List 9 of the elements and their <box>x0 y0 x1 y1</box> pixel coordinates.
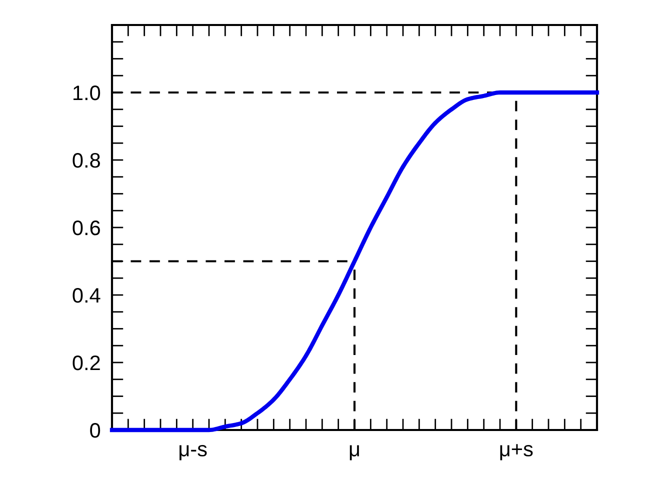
y-tick-label: 0 <box>90 423 100 438</box>
x-tick-label: μ <box>350 445 359 460</box>
x-tick-label: μ-s <box>180 445 207 460</box>
y-tick-label: 0.8 <box>72 153 100 168</box>
y-tick-label: 0.6 <box>72 220 100 236</box>
y-tick-label: 0.2 <box>72 356 100 370</box>
y-tick-label: 0.4 <box>72 288 100 303</box>
x-tick-label: μ+s <box>500 444 533 460</box>
y-tick-label: 1.0 <box>74 86 100 100</box>
